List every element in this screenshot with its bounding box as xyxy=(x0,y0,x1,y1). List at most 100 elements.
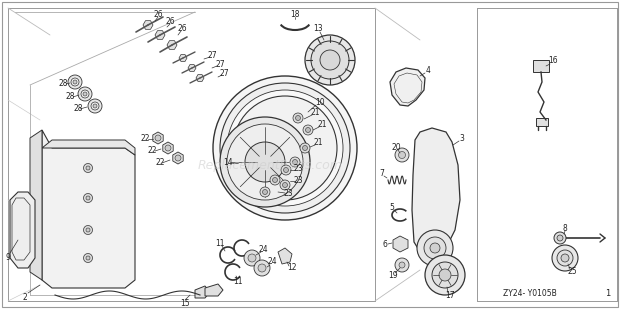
Circle shape xyxy=(78,87,92,101)
Text: 15: 15 xyxy=(180,298,190,307)
Circle shape xyxy=(320,50,340,70)
Circle shape xyxy=(439,269,451,281)
Circle shape xyxy=(68,75,82,89)
Text: 25: 25 xyxy=(567,268,577,277)
Polygon shape xyxy=(188,65,196,71)
Text: 24: 24 xyxy=(267,257,277,266)
Text: 19: 19 xyxy=(388,272,398,281)
Circle shape xyxy=(399,262,405,268)
Polygon shape xyxy=(30,130,42,280)
Circle shape xyxy=(258,264,266,272)
Polygon shape xyxy=(278,248,292,264)
Text: 5: 5 xyxy=(389,202,394,211)
Text: 24: 24 xyxy=(258,244,268,253)
Polygon shape xyxy=(143,21,153,29)
Circle shape xyxy=(83,92,87,96)
Text: 4: 4 xyxy=(425,66,430,74)
Circle shape xyxy=(86,256,90,260)
Text: 6: 6 xyxy=(383,239,388,248)
Circle shape xyxy=(84,193,92,202)
Text: 18: 18 xyxy=(290,10,299,19)
Circle shape xyxy=(399,151,405,159)
Circle shape xyxy=(395,258,409,272)
Circle shape xyxy=(281,165,291,175)
Circle shape xyxy=(86,228,90,232)
Circle shape xyxy=(561,254,569,262)
Circle shape xyxy=(213,76,357,220)
Polygon shape xyxy=(167,41,177,49)
Text: 27: 27 xyxy=(219,69,229,78)
Circle shape xyxy=(283,167,288,172)
Text: 16: 16 xyxy=(548,56,558,65)
Circle shape xyxy=(155,135,161,141)
Text: 26: 26 xyxy=(165,16,175,26)
Circle shape xyxy=(296,116,301,121)
Text: 12: 12 xyxy=(287,264,297,273)
Text: 8: 8 xyxy=(562,223,567,232)
Text: 22: 22 xyxy=(155,158,165,167)
Circle shape xyxy=(227,90,343,206)
Text: 23: 23 xyxy=(293,163,303,172)
Text: 2: 2 xyxy=(22,293,27,302)
Circle shape xyxy=(220,83,350,213)
Polygon shape xyxy=(42,140,135,155)
Polygon shape xyxy=(412,128,460,258)
Bar xyxy=(536,118,548,126)
Polygon shape xyxy=(173,152,183,164)
Circle shape xyxy=(245,142,285,182)
Circle shape xyxy=(280,180,290,190)
Polygon shape xyxy=(196,74,204,82)
Circle shape xyxy=(262,189,267,194)
Text: 22: 22 xyxy=(148,146,157,154)
Circle shape xyxy=(88,99,102,113)
Circle shape xyxy=(71,78,79,86)
Text: 7: 7 xyxy=(379,168,384,177)
Text: ReplacementParts.com: ReplacementParts.com xyxy=(198,159,342,171)
Circle shape xyxy=(84,163,92,172)
Circle shape xyxy=(293,113,303,123)
Circle shape xyxy=(305,35,355,85)
Text: 21: 21 xyxy=(310,108,320,116)
Circle shape xyxy=(557,250,573,266)
Text: 28: 28 xyxy=(58,78,68,87)
Circle shape xyxy=(554,232,566,244)
Circle shape xyxy=(432,262,458,288)
Polygon shape xyxy=(390,68,425,106)
Circle shape xyxy=(270,175,280,185)
Text: 21: 21 xyxy=(317,120,327,129)
Circle shape xyxy=(81,90,89,98)
Polygon shape xyxy=(42,130,135,288)
Bar xyxy=(533,60,549,72)
Polygon shape xyxy=(205,284,223,296)
Circle shape xyxy=(86,166,90,170)
Circle shape xyxy=(306,128,311,133)
Text: 11: 11 xyxy=(215,239,225,248)
Circle shape xyxy=(300,143,310,153)
Circle shape xyxy=(303,125,313,135)
Text: 3: 3 xyxy=(459,133,464,142)
Text: 23: 23 xyxy=(283,188,293,197)
Circle shape xyxy=(273,177,278,183)
Circle shape xyxy=(424,237,446,259)
Circle shape xyxy=(293,159,298,164)
Text: 26: 26 xyxy=(177,23,187,32)
Polygon shape xyxy=(393,236,408,252)
Polygon shape xyxy=(179,54,187,61)
Text: ZY24- Y0105B: ZY24- Y0105B xyxy=(503,289,557,298)
Circle shape xyxy=(260,187,270,197)
Circle shape xyxy=(283,183,288,188)
Text: 9: 9 xyxy=(6,253,11,263)
Circle shape xyxy=(84,226,92,235)
Circle shape xyxy=(244,250,260,266)
Circle shape xyxy=(552,245,578,271)
Text: 27: 27 xyxy=(215,60,225,69)
Circle shape xyxy=(220,117,310,207)
Circle shape xyxy=(557,235,563,241)
Circle shape xyxy=(175,155,181,161)
Circle shape xyxy=(430,243,440,253)
Circle shape xyxy=(227,124,303,200)
Text: 26: 26 xyxy=(153,10,163,19)
Polygon shape xyxy=(155,31,165,39)
Text: 27: 27 xyxy=(207,50,217,60)
Text: 1: 1 xyxy=(605,289,611,298)
